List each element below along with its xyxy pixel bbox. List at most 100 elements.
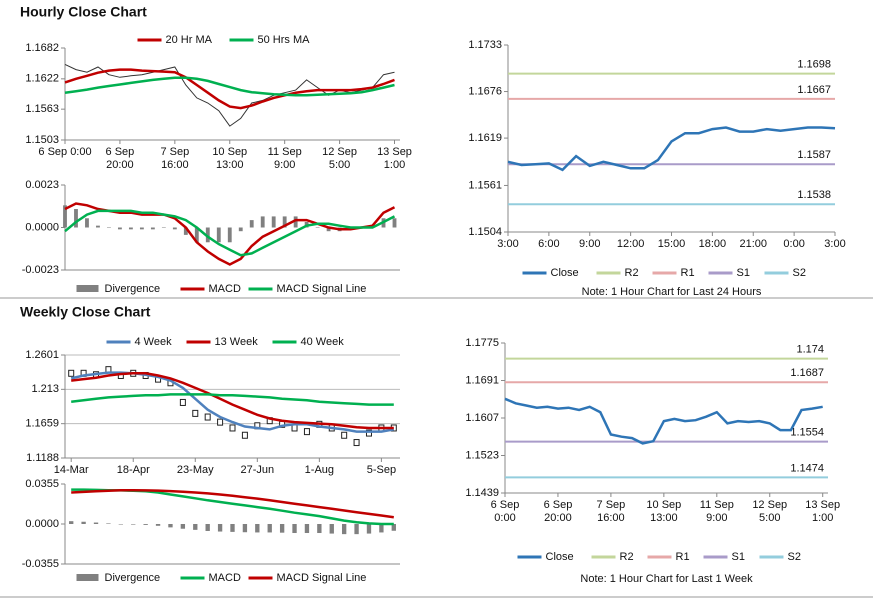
x-tick-label: 20:00 bbox=[544, 512, 572, 524]
y-tick-label: 1.1607 bbox=[465, 412, 499, 424]
divergence-bar bbox=[131, 524, 136, 525]
divergence-bar bbox=[96, 225, 100, 228]
divergence-bar bbox=[117, 227, 122, 230]
section-title: Weekly Close Chart bbox=[20, 304, 151, 320]
legend-label: 4 Week bbox=[135, 336, 173, 348]
x-tick-label: 12 Sep bbox=[752, 499, 787, 511]
divergence-bar bbox=[161, 227, 166, 228]
x-tick-label: 11 Sep bbox=[700, 499, 734, 511]
price-marker bbox=[179, 398, 186, 406]
y-tick-label: 1.1733 bbox=[468, 39, 502, 51]
divergence-bar bbox=[279, 524, 285, 533]
y-tick-label: 1.1561 bbox=[468, 179, 502, 191]
divergence-bar bbox=[292, 524, 297, 534]
pivot-label: 1.1587 bbox=[797, 149, 831, 161]
divergence-bar bbox=[69, 521, 74, 524]
pivot-label: 1.1667 bbox=[797, 84, 831, 96]
price-marker bbox=[291, 424, 298, 432]
x-tick-label: 5:00 bbox=[759, 512, 780, 524]
divergence-bar bbox=[118, 524, 124, 525]
x-tick-label: 18-Apr bbox=[117, 464, 150, 476]
divergence-bar bbox=[317, 524, 322, 534]
price-marker bbox=[68, 369, 75, 377]
x-tick-label: 1:00 bbox=[384, 159, 405, 171]
x-tick-label: 13 Sep bbox=[805, 499, 840, 511]
price-marker bbox=[204, 413, 211, 421]
divergence-bar bbox=[74, 209, 78, 228]
price-marker bbox=[353, 439, 360, 447]
x-tick-label: 12:00 bbox=[617, 238, 645, 250]
divergence-bar bbox=[180, 524, 186, 529]
divergence-bar bbox=[230, 524, 235, 532]
y-tick-label: 0.0023 bbox=[25, 179, 59, 191]
x-tick-label: 10 Sep bbox=[646, 499, 681, 511]
y-tick-label: 0.0000 bbox=[25, 221, 59, 233]
y-tick-label: 1.1659 bbox=[25, 418, 59, 430]
divergence-bar bbox=[81, 521, 86, 524]
legend-label: S2 bbox=[793, 267, 806, 279]
x-tick-label: 3:00 bbox=[824, 238, 845, 250]
legend-label: S2 bbox=[788, 551, 801, 563]
y-tick-label: 1.213 bbox=[31, 383, 59, 395]
legend-label: R2 bbox=[625, 267, 639, 279]
legend-swatch bbox=[76, 285, 99, 292]
y-tick-label: -0.0023 bbox=[22, 264, 59, 276]
legend-label: Close bbox=[551, 267, 579, 279]
divergence-bar bbox=[255, 524, 260, 533]
x-tick-label: 9:00 bbox=[579, 238, 600, 250]
y-tick-label: 1.1504 bbox=[468, 226, 502, 238]
y-tick-label: 1.2601 bbox=[25, 349, 59, 361]
legend-label: MACD bbox=[209, 283, 241, 295]
divergence-bar bbox=[293, 216, 298, 228]
x-tick-label: 13 Sep bbox=[377, 146, 412, 158]
series-line bbox=[64, 68, 395, 110]
divergence-bar bbox=[341, 524, 347, 535]
x-tick-label: 6 Sep bbox=[491, 499, 520, 511]
divergence-bar bbox=[282, 216, 287, 228]
x-tick-label: 20:00 bbox=[106, 159, 134, 171]
x-tick-label: 5:00 bbox=[329, 159, 350, 171]
x-tick-label: 13:00 bbox=[650, 512, 678, 524]
y-tick-label: 1.1563 bbox=[25, 103, 59, 115]
y-tick-label: 1.1523 bbox=[465, 449, 499, 461]
x-tick-label: 13:00 bbox=[216, 159, 244, 171]
divergence-bar bbox=[107, 227, 111, 228]
x-tick-label: 0:00 bbox=[494, 512, 515, 524]
y-tick-label: 1.1622 bbox=[25, 73, 59, 85]
divergence-bar bbox=[93, 522, 99, 524]
divergence-bar bbox=[271, 216, 276, 228]
y-tick-label: 1.1691 bbox=[465, 374, 499, 386]
legend-label: Divergence bbox=[105, 572, 161, 584]
series-line bbox=[64, 76, 395, 97]
divergence-bar bbox=[172, 227, 177, 230]
divergence-bar bbox=[260, 216, 265, 228]
legend-label: MACD bbox=[209, 572, 241, 584]
series-line bbox=[504, 397, 823, 445]
legend-label: Divergence bbox=[105, 283, 161, 295]
legend-label: 50 Hrs MA bbox=[258, 34, 311, 46]
legend-label: R1 bbox=[681, 267, 695, 279]
divergence-bar bbox=[329, 524, 334, 534]
divergence-bar bbox=[366, 524, 372, 534]
section-title: Hourly Close Chart bbox=[20, 4, 147, 20]
y-tick-label: 1.1188 bbox=[26, 452, 59, 464]
divergence-bar bbox=[267, 524, 272, 533]
x-tick-label: 7 Sep bbox=[160, 146, 189, 158]
price-marker bbox=[365, 429, 372, 437]
price-marker bbox=[241, 431, 248, 439]
chart-note: Note: 1 Hour Chart for Last 1 Week bbox=[580, 573, 753, 585]
pivot-label: 1.1698 bbox=[797, 58, 831, 70]
divergence-bar bbox=[238, 227, 243, 232]
y-tick-label: -0.0355 bbox=[22, 558, 59, 570]
divergence-bar bbox=[227, 227, 232, 243]
x-tick-label: 15:00 bbox=[658, 238, 686, 250]
divergence-bar bbox=[354, 524, 359, 535]
y-tick-label: 1.1619 bbox=[468, 132, 502, 144]
x-tick-label: 1:00 bbox=[812, 512, 833, 524]
divergence-bar bbox=[304, 524, 310, 534]
divergence-bar bbox=[315, 227, 320, 228]
x-tick-label: 6 Sep bbox=[106, 146, 135, 158]
legend-label: 40 Week bbox=[301, 336, 345, 348]
legend-swatch bbox=[76, 574, 99, 581]
